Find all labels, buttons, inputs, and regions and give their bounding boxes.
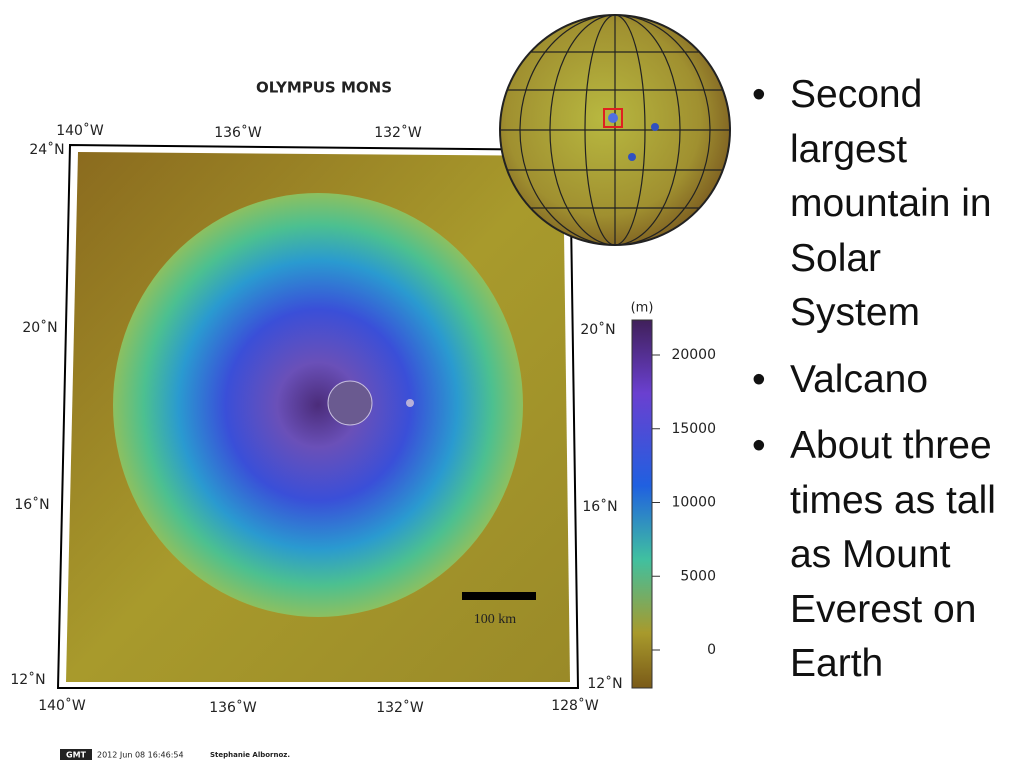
colorbar-unit: (m) — [631, 301, 654, 316]
bullet: Valcano — [752, 353, 1014, 408]
author: Stephanie Albornoz. — [210, 751, 290, 759]
map-title: OLYMPUS MONS — [256, 79, 392, 97]
coord-label: 132˚W — [374, 124, 422, 141]
coord-label: 20˚N — [22, 319, 57, 336]
colorbar-label: 0 — [707, 642, 716, 658]
bullet-list: Second largest mountain in Solar System V… — [752, 68, 1014, 704]
coord-label: 16˚N — [582, 498, 617, 515]
coord-label: 140˚W — [38, 697, 86, 714]
coord-label: 132˚W — [376, 699, 424, 716]
globe-grid — [500, 14, 730, 246]
colorbar-label: 15000 — [671, 421, 716, 437]
colorbar-label: 10000 — [671, 495, 716, 511]
colorbar-label: 20000 — [671, 347, 716, 363]
coord-label: 136˚W — [209, 699, 257, 716]
timestamp: 2012 Jun 08 16:46:54 — [97, 751, 184, 760]
coord-label: 20˚N — [580, 321, 615, 338]
volcano — [113, 193, 523, 617]
coord-label: 24˚N — [29, 141, 64, 158]
coord-label: 12˚N — [587, 675, 622, 692]
coord-label: 140˚W — [56, 122, 104, 139]
colorbar-label: 5000 — [680, 568, 716, 584]
crater — [406, 399, 414, 407]
scale-label: 100 km — [474, 612, 517, 627]
globe-volcano — [651, 123, 659, 131]
caldera — [327, 380, 373, 426]
coord-label: 12˚N — [10, 671, 45, 688]
bullet: About three times as tall as Mount Evere… — [752, 419, 1014, 692]
colorbar — [631, 319, 653, 689]
globe-volcano — [608, 113, 618, 123]
logo: GMT — [66, 751, 87, 760]
coord-label: 128˚W — [551, 697, 599, 714]
scale-bar — [462, 592, 536, 600]
coord-label: 16˚N — [14, 496, 49, 513]
coord-label: 136˚W — [214, 124, 262, 141]
locator-box — [603, 108, 623, 128]
logo-box — [60, 749, 92, 760]
globe-volcano — [628, 153, 636, 161]
bullet: Second largest mountain in Solar System — [752, 68, 1014, 341]
